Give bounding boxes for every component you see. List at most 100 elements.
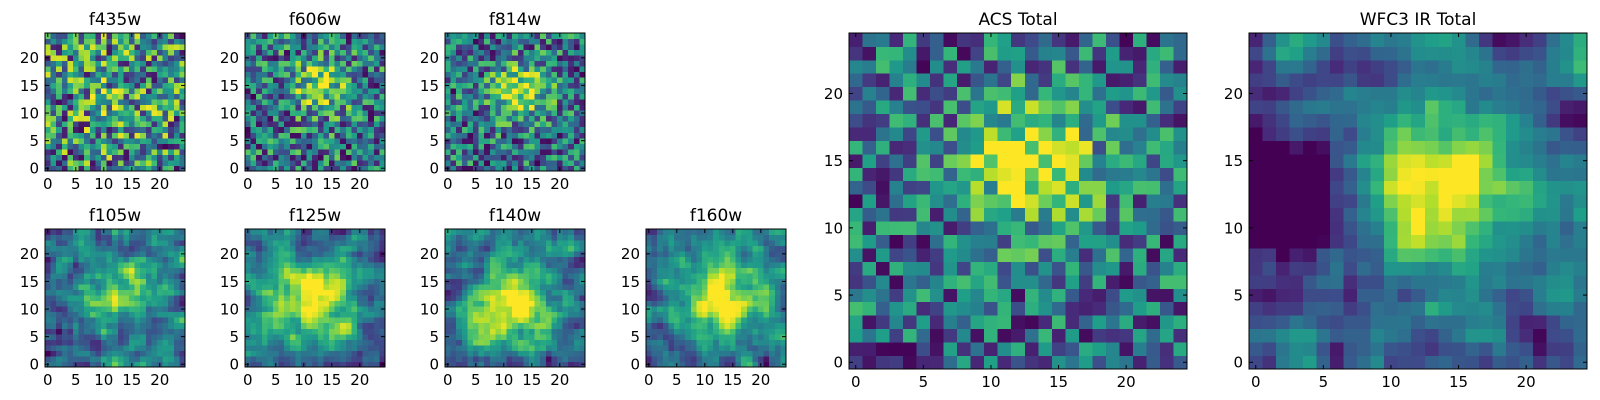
heatmap-cell <box>651 295 658 302</box>
heatmap-cell <box>145 278 152 285</box>
y-tick-label: 0 <box>229 356 239 374</box>
heatmap-cell <box>112 38 119 45</box>
heatmap-cell <box>456 82 463 89</box>
heatmap-cell <box>95 60 102 67</box>
heatmap-cell <box>123 159 130 166</box>
heatmap-cell <box>501 328 507 335</box>
heatmap-cell <box>758 256 764 263</box>
heatmap-cell <box>50 110 57 117</box>
heatmap-cell <box>45 71 51 78</box>
heatmap-cell <box>529 306 535 313</box>
heatmap-cell <box>545 93 552 100</box>
heatmap-cell <box>1092 288 1107 303</box>
heatmap-cell <box>1024 315 1039 330</box>
heatmap-cell <box>273 93 279 100</box>
heatmap-cell <box>557 355 563 362</box>
heatmap-cell <box>145 240 152 246</box>
heatmap-cell <box>445 104 451 111</box>
heatmap-cell <box>489 38 496 45</box>
heatmap-cell <box>769 328 776 335</box>
heatmap-cell <box>562 137 569 144</box>
heatmap-cell <box>774 273 781 280</box>
heatmap-cell <box>657 234 664 241</box>
heatmap-cell <box>545 361 552 368</box>
heatmap-cell <box>1092 301 1107 316</box>
heatmap-cell <box>484 295 491 302</box>
heatmap-cell <box>317 361 324 368</box>
heatmap-cell <box>84 137 91 144</box>
heatmap-cell <box>179 104 186 111</box>
heatmap-cell <box>724 344 731 351</box>
heatmap-cell <box>278 82 285 89</box>
heatmap-cell <box>89 234 96 241</box>
heatmap-cell <box>662 317 669 324</box>
heatmap-cell <box>1024 207 1039 222</box>
heatmap-cell <box>562 49 569 56</box>
heatmap-cell <box>512 159 519 166</box>
heatmap-cell <box>101 278 107 285</box>
heatmap-cell <box>295 115 302 122</box>
heatmap-cell <box>557 66 563 73</box>
heatmap-cell <box>323 132 330 139</box>
heatmap-cell <box>461 256 468 263</box>
heatmap-cell <box>168 60 175 67</box>
heatmap-cell <box>301 262 307 269</box>
heatmap-cell <box>306 44 313 50</box>
heatmap-cell <box>345 121 352 128</box>
heatmap-cell <box>73 262 79 269</box>
heatmap-cell <box>84 251 91 257</box>
heatmap-cell <box>501 355 507 362</box>
heatmap-cell <box>473 143 479 150</box>
x-tick-label: 0 <box>443 175 453 193</box>
heatmap-cell <box>512 245 519 252</box>
heatmap-cell <box>523 66 530 73</box>
heatmap-cell <box>484 55 491 61</box>
heatmap-cell <box>312 339 319 346</box>
heatmap-cell <box>512 55 519 61</box>
heatmap-cell <box>273 262 279 269</box>
heatmap-cell <box>301 256 307 263</box>
heatmap-cell <box>84 104 91 111</box>
heatmap-cell <box>668 267 675 274</box>
heatmap-cell <box>1038 315 1053 330</box>
heatmap-cell <box>157 300 163 307</box>
heatmap-cell <box>179 229 186 235</box>
heatmap-cell <box>73 99 79 106</box>
heatmap-cell <box>730 273 736 280</box>
heatmap-cell <box>295 289 302 296</box>
heatmap-cell <box>357 245 363 252</box>
heatmap-cell <box>329 110 335 117</box>
heatmap-cell <box>84 143 91 150</box>
heatmap-cell <box>306 137 313 144</box>
heatmap-cell <box>450 104 457 111</box>
heatmap-cell <box>461 66 468 73</box>
heatmap-cell <box>707 278 714 285</box>
heatmap-cell <box>112 300 119 307</box>
heatmap-cell <box>301 99 307 106</box>
heatmap-cell <box>1146 207 1161 222</box>
heatmap-cell <box>484 245 491 252</box>
heatmap-cell <box>95 49 102 56</box>
heatmap-cell <box>696 256 703 263</box>
heatmap-cell <box>484 262 491 269</box>
heatmap-cell <box>741 344 748 351</box>
axes-frame <box>244 32 386 172</box>
heatmap-cell <box>173 66 180 73</box>
heatmap-cell <box>151 278 158 285</box>
heatmap-cell <box>151 333 158 340</box>
heatmap-cell <box>284 60 291 67</box>
heatmap-cell <box>134 295 141 302</box>
heatmap-cell <box>758 240 764 246</box>
heatmap-cell <box>943 234 958 249</box>
heatmap-cell <box>568 322 575 329</box>
heatmap-cell <box>134 229 141 235</box>
heatmap-cell <box>724 278 731 285</box>
heatmap-cell <box>245 267 251 274</box>
heatmap-cell <box>702 278 708 285</box>
heatmap-cell <box>67 245 74 252</box>
heatmap-cell <box>357 126 363 133</box>
heatmap-cell <box>461 278 468 285</box>
heatmap-cell <box>735 344 742 351</box>
heatmap-cell <box>351 289 358 296</box>
y-tick-label: 15 <box>621 273 640 291</box>
